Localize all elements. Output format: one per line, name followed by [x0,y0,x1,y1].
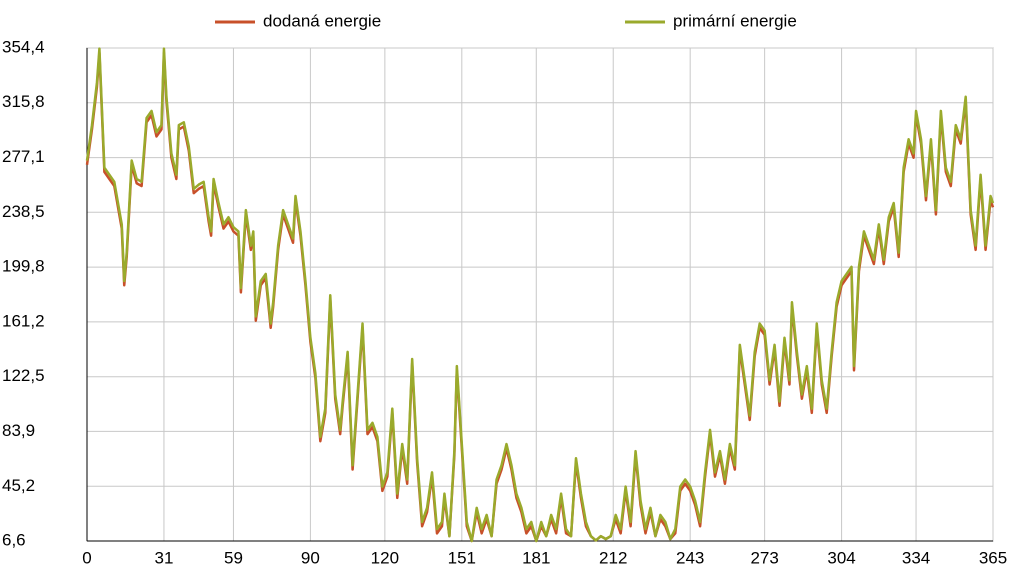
y-tick-label: 6,6 [2,530,26,549]
x-tick-label: 90 [301,548,320,567]
x-tick-label: 273 [750,548,778,567]
x-tick-label: 212 [599,548,627,567]
x-tick-label: 304 [827,548,855,567]
x-tick-label: 31 [154,548,173,567]
y-tick-label: 277,1 [2,147,45,166]
legend-label: primární energie [673,11,797,30]
series-line [85,47,995,543]
x-tick-label: 181 [522,548,550,567]
y-tick-label: 199,8 [2,257,45,276]
y-tick-label: 122,5 [2,366,45,385]
y-tick-label: 161,2 [2,311,45,330]
legend-label: dodaná energie [263,11,381,30]
x-tick-label: 243 [676,548,704,567]
x-tick-label: 334 [902,548,930,567]
x-tick-label: 365 [979,548,1007,567]
y-tick-label: 238,5 [2,202,45,221]
x-tick-label: 120 [371,548,399,567]
x-tick-label: 59 [224,548,243,567]
y-tick-label: 354,4 [2,37,45,56]
x-tick-label: 151 [448,548,476,567]
y-tick-label: 83,9 [2,421,35,440]
y-tick-label: 315,8 [2,92,45,111]
x-tick-label: 0 [82,548,91,567]
y-tick-label: 45,2 [2,476,35,495]
